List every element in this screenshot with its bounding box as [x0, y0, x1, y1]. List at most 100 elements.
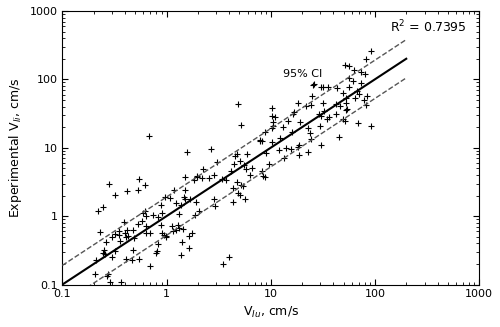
Point: [170, 187, 178, 193]
Point: [268, 139, 276, 144]
Point: [112, 249, 120, 254]
Point: [288, 146, 296, 152]
Text: R$^2$ = 0.7395: R$^2$ = 0.7395: [390, 19, 466, 36]
Point: [184, 246, 192, 251]
Point: [339, 90, 347, 95]
Point: [353, 89, 361, 94]
Point: [117, 280, 125, 285]
Point: [160, 195, 168, 200]
Point: [236, 159, 244, 164]
Point: [316, 124, 324, 129]
Point: [192, 199, 200, 204]
Point: [260, 175, 268, 180]
Point: [334, 86, 342, 91]
Point: [307, 102, 315, 108]
Point: [316, 111, 324, 116]
Point: [156, 223, 164, 228]
Point: [276, 147, 283, 152]
Point: [229, 200, 237, 205]
Point: [176, 225, 184, 231]
Point: [171, 285, 179, 291]
Point: [124, 234, 132, 239]
Point: [231, 153, 239, 159]
Point: [268, 105, 276, 111]
Point: [141, 208, 149, 213]
Point: [317, 142, 325, 147]
Point: [183, 149, 191, 154]
Point: [246, 172, 254, 178]
Point: [142, 214, 150, 219]
Point: [306, 130, 314, 136]
Point: [232, 179, 240, 184]
Point: [142, 230, 150, 235]
Point: [92, 257, 100, 263]
Point: [145, 133, 153, 138]
Point: [342, 96, 349, 101]
Point: [262, 150, 270, 155]
Point: [256, 137, 264, 142]
Point: [265, 162, 273, 167]
Point: [278, 124, 286, 129]
Point: [342, 101, 350, 106]
Point: [244, 152, 252, 157]
Point: [304, 126, 312, 131]
Point: [190, 213, 198, 218]
Point: [116, 238, 124, 244]
Point: [120, 219, 128, 225]
Point: [176, 211, 184, 216]
Point: [130, 247, 138, 252]
Point: [269, 123, 277, 129]
Point: [180, 194, 188, 199]
Point: [154, 241, 162, 247]
Point: [199, 167, 207, 172]
Point: [351, 96, 359, 101]
Point: [258, 174, 266, 179]
Point: [319, 85, 327, 90]
Point: [355, 91, 363, 96]
Point: [179, 226, 187, 232]
Point: [97, 287, 105, 292]
Point: [288, 129, 296, 134]
Point: [346, 84, 354, 90]
Point: [236, 193, 244, 198]
Point: [302, 103, 310, 109]
Point: [211, 203, 219, 208]
Point: [158, 211, 166, 216]
Point: [356, 69, 364, 74]
Point: [226, 255, 234, 260]
Point: [188, 231, 196, 236]
Point: [248, 166, 256, 171]
Point: [308, 93, 316, 98]
Point: [367, 124, 375, 129]
Point: [190, 177, 198, 182]
Point: [193, 174, 201, 179]
Point: [336, 103, 344, 108]
Point: [180, 188, 188, 193]
Point: [162, 233, 170, 239]
Point: [154, 249, 162, 254]
Point: [349, 79, 357, 84]
Point: [98, 205, 106, 210]
Point: [271, 114, 279, 120]
Point: [342, 119, 349, 124]
Point: [150, 212, 158, 217]
Point: [230, 161, 237, 166]
Point: [238, 182, 246, 188]
Point: [234, 151, 241, 156]
Point: [157, 202, 165, 208]
Point: [340, 62, 348, 67]
Point: [256, 138, 264, 143]
Point: [367, 49, 375, 54]
Point: [198, 175, 206, 180]
Point: [146, 231, 154, 236]
Point: [294, 101, 302, 106]
Point: [236, 123, 244, 128]
Point: [317, 114, 325, 119]
Point: [195, 209, 203, 214]
Point: [134, 221, 141, 226]
Point: [185, 233, 193, 239]
Point: [280, 156, 288, 161]
Point: [96, 230, 104, 235]
Point: [124, 188, 132, 193]
Point: [124, 227, 132, 232]
